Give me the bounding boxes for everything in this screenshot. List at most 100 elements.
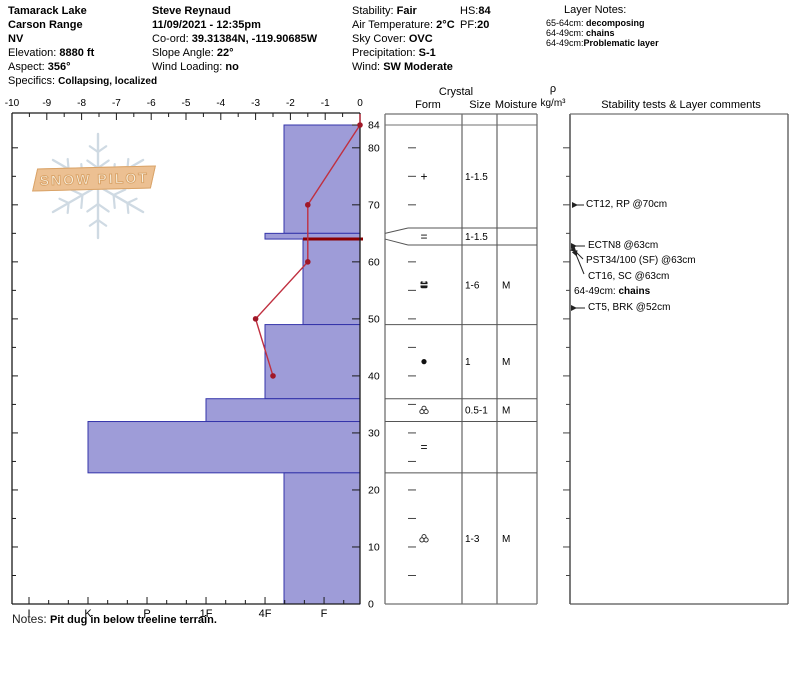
hardness-tick-label: 1F	[200, 608, 213, 620]
hardness-tick-label: K	[84, 608, 92, 620]
site-elevation: Elevation: 8880 ft	[8, 47, 95, 59]
wind: Wind: SW Moderate	[352, 61, 453, 73]
grain-size: 0.5-1	[465, 406, 488, 417]
depth-tick-label: 84	[368, 120, 380, 132]
stability-test-comment: CT5, BRK @52cm	[588, 302, 671, 313]
temp-tick-label: -10	[5, 98, 20, 109]
sky-cover: Sky Cover: OVC	[352, 33, 433, 45]
moisture-value: M	[502, 406, 510, 417]
depth-tick-label: 60	[368, 256, 380, 268]
grain-form-plus: +	[420, 170, 427, 184]
size-header: Size	[469, 99, 490, 111]
coordinates: Co-ord: 39.31384N, -119.90685W	[152, 33, 318, 45]
grain-size: 1-6	[465, 280, 480, 291]
slope-angle: Slope Angle: 22°	[152, 47, 234, 59]
stability: Stability: Fair	[352, 5, 417, 17]
svg-text:+: +	[420, 170, 427, 184]
depth-tick-label: 10	[368, 541, 380, 553]
snowpilot-logo: SNOW PILOT	[32, 165, 156, 192]
density-header: ρ	[550, 83, 556, 95]
stability-test-comment: CT16, SC @63cm	[588, 271, 670, 282]
hardness-bar	[205, 398, 361, 423]
snowpilot-logo-text: SNOW PILOT	[39, 169, 150, 189]
depth-tick-label: 80	[368, 142, 380, 154]
hardness-tick-label: 4F	[259, 608, 272, 620]
pit-foot-penetration: PF:20	[460, 19, 490, 31]
layer-note: 65-64cm: decomposing	[546, 18, 645, 28]
depth-tick-label: 50	[368, 313, 380, 325]
depth-tick-label: 40	[368, 370, 380, 382]
hardness-tick-label: I	[27, 608, 30, 620]
grain-form-cluster	[419, 534, 429, 543]
moisture-header: Moisture	[495, 99, 537, 111]
depth-tick-label: 20	[368, 484, 380, 496]
depth-tick-label: 70	[368, 199, 380, 211]
grain-size: 1-3	[465, 534, 480, 545]
hardness-bar	[264, 324, 361, 400]
hardness-bars	[87, 124, 363, 605]
temp-tick-label: -4	[216, 98, 225, 109]
observer-block: Steve Reynaud 11/09/2021 - 12:35pm Co-or…	[152, 4, 317, 74]
layer-range-comment: 64-49cm: chains	[574, 286, 651, 297]
site-state: NV	[8, 33, 24, 45]
stability-tests-header: Stability tests & Layer comments	[601, 99, 761, 111]
hardness-bar	[87, 421, 361, 474]
grain-form-equals: =	[420, 440, 427, 454]
moisture-value: M	[502, 280, 510, 291]
layer-notes-list: 65-64cm: decomposing 64-49cm: chains 64-…	[546, 18, 659, 48]
grain-form-cluster	[419, 405, 429, 415]
site-specifics: Specifics: Collapsing, localized	[8, 75, 158, 87]
hardness-tick-label: F	[321, 608, 328, 620]
temp-tick-label: -5	[182, 98, 191, 109]
temp-tick-label: 0	[357, 98, 363, 109]
temp-tick-label: -6	[147, 98, 156, 109]
crystal-table-grid: +1-1.5 = 1-1.5 1-6 M 1 M 0.5-1 M = 1-3 M	[384, 113, 789, 605]
svg-text:=: =	[420, 230, 427, 244]
observer-name: Steve Reynaud	[152, 5, 231, 17]
air-temperature: Air Temperature: 2°C	[352, 19, 455, 31]
temp-tick-label: -1	[321, 98, 330, 109]
site-range: Carson Range	[8, 19, 83, 31]
site-aspect: Aspect: 356°	[8, 61, 71, 73]
pit-notes: Notes: Pit dug in below treeline terrain…	[12, 612, 217, 626]
hardness-tick-label: P	[143, 608, 150, 620]
moisture-value: M	[502, 357, 510, 368]
layer-note: 64-49cm:Problematic layer	[546, 38, 659, 48]
layer-notes-title: Layer Notes:	[564, 4, 627, 16]
grain-size: 1-1.5	[465, 232, 488, 243]
totals-block: HS:84 PF:20	[460, 4, 491, 32]
temp-tick-label: -2	[286, 98, 295, 109]
comment-arrows	[570, 202, 585, 311]
wind-loading: Wind Loading: no	[152, 61, 239, 73]
depth-tick-label: 30	[368, 427, 380, 439]
crystal-header: Crystal	[439, 86, 473, 98]
grain-form-dot	[421, 359, 427, 365]
form-header: Form	[415, 99, 441, 111]
precipitation: Precipitation: S-1	[352, 47, 436, 59]
stability-test-comment: ECTN8 @63cm	[588, 240, 659, 251]
location-block: Tamarack Lake Carson Range NV Elevation:…	[8, 4, 157, 89]
hardness-bar	[302, 238, 361, 326]
grain-form-equals: =	[420, 230, 427, 244]
svg-text:=: =	[420, 440, 427, 454]
stability-test-comment: PST34/100 (SF) @63cm	[586, 255, 696, 266]
height-of-snow: HS:84	[460, 5, 491, 17]
stability-test-comment: CT12, RP @70cm	[586, 199, 668, 210]
temp-tick-label: -8	[77, 98, 86, 109]
observation-datetime: 11/09/2021 - 12:35pm	[152, 19, 261, 31]
chart-axes: -10 -9 -8 -7 -6 -5 -4 -3 -2 -1 0010203040506070808…	[5, 98, 380, 620]
density-unit: kg/m³	[541, 98, 567, 109]
grain-size: 1	[465, 357, 471, 368]
site-name: Tamarack Lake	[8, 5, 87, 17]
depth-tick-label: 0	[368, 599, 374, 611]
temperature-profile	[252, 114, 363, 379]
temp-tick-label: -7	[112, 98, 121, 109]
conditions-block: Stability: Fair Air Temperature: 2°C Sky…	[352, 4, 455, 74]
hardness-bar	[283, 472, 361, 605]
moisture-value: M	[502, 534, 510, 545]
temp-tick-label: -3	[251, 98, 260, 109]
grain-form-crust	[420, 281, 428, 289]
temp-tick-label: -9	[42, 98, 51, 109]
